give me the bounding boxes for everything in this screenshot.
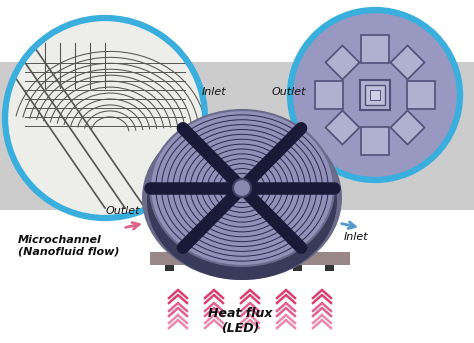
Bar bbox=[229, 265, 238, 271]
Polygon shape bbox=[360, 80, 390, 110]
Polygon shape bbox=[365, 85, 385, 105]
Polygon shape bbox=[361, 35, 389, 63]
Ellipse shape bbox=[147, 122, 337, 280]
Bar bbox=[261, 265, 270, 271]
Bar bbox=[293, 265, 302, 271]
Bar bbox=[165, 265, 174, 271]
Polygon shape bbox=[391, 46, 425, 80]
Polygon shape bbox=[326, 46, 359, 80]
Text: Inlet: Inlet bbox=[202, 87, 227, 97]
Text: Microchannel
(Nanofluid flow): Microchannel (Nanofluid flow) bbox=[18, 235, 119, 257]
Ellipse shape bbox=[142, 116, 342, 280]
Polygon shape bbox=[315, 81, 343, 109]
Circle shape bbox=[233, 179, 251, 197]
Ellipse shape bbox=[150, 110, 334, 266]
Polygon shape bbox=[370, 90, 380, 100]
Bar bbox=[0, 62, 474, 210]
Circle shape bbox=[290, 10, 460, 180]
Polygon shape bbox=[326, 110, 359, 144]
Bar bbox=[325, 265, 334, 271]
Text: Inlet: Inlet bbox=[344, 232, 369, 242]
Bar bbox=[150, 252, 350, 265]
Bar bbox=[244, 246, 256, 252]
Text: Heat flux
(LED): Heat flux (LED) bbox=[208, 307, 272, 335]
Circle shape bbox=[5, 18, 205, 218]
Polygon shape bbox=[407, 81, 435, 109]
Text: Outlet: Outlet bbox=[106, 206, 140, 216]
Polygon shape bbox=[391, 110, 425, 144]
Polygon shape bbox=[361, 127, 389, 155]
Text: Outlet: Outlet bbox=[272, 87, 307, 97]
Bar bbox=[197, 265, 206, 271]
